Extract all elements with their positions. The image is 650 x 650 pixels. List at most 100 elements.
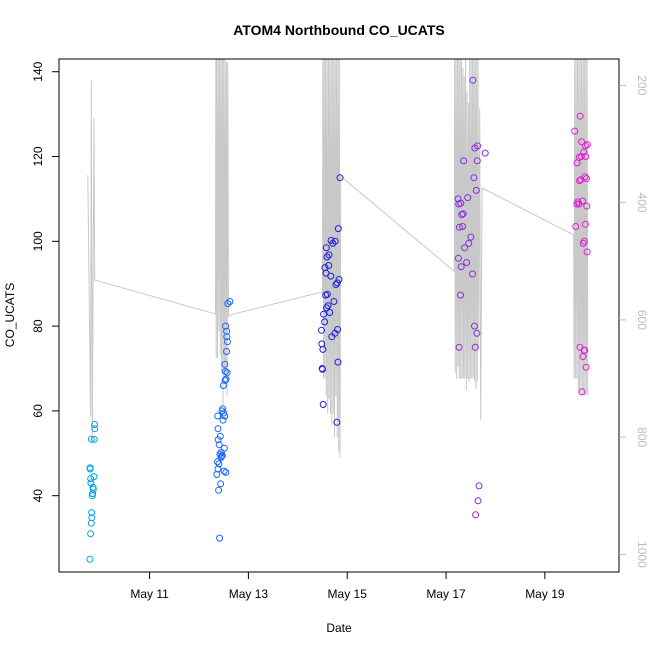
data-point: [221, 368, 229, 375]
data-point: [87, 530, 95, 538]
data-point: [472, 186, 480, 194]
data-point: [583, 248, 591, 256]
x-tick-label: May 11: [130, 587, 169, 601]
y2-tick-label: 400: [635, 193, 649, 213]
data-point: [579, 197, 587, 205]
data-point: [464, 194, 472, 202]
data-point: [459, 223, 466, 230]
data-point: [219, 416, 227, 424]
data-point: [224, 338, 231, 346]
data-point: [90, 473, 98, 481]
chart-title: ATOM4 Northbound CO_UCATS: [233, 22, 445, 38]
y-axis: 40 60 80 100 120 140: [31, 61, 59, 502]
y-tick-label: 80: [31, 319, 45, 333]
data-point: [327, 237, 335, 244]
data-point: [323, 290, 331, 298]
data-point: [336, 174, 344, 182]
data-point: [222, 322, 230, 330]
data-point: [222, 468, 230, 476]
data-point: [333, 279, 341, 287]
data-point: [455, 223, 463, 231]
data-point: [319, 365, 326, 373]
data-point: [457, 291, 464, 299]
data-point: [455, 343, 463, 351]
points-layer: [86, 76, 591, 563]
data-point: [213, 471, 221, 478]
data-point: [325, 262, 333, 269]
data-point: [87, 435, 95, 443]
data-point: [324, 302, 332, 310]
data-point: [574, 198, 582, 206]
data-point: [220, 409, 228, 417]
data-point: [86, 464, 94, 472]
pressure-line: [87, 59, 589, 458]
data-point: [318, 326, 325, 334]
data-point: [458, 211, 466, 219]
y-tick-label: 120: [31, 146, 45, 166]
data-point: [214, 465, 222, 473]
y2-tick-label: 800: [635, 427, 649, 447]
data-point: [330, 298, 338, 305]
x-axis: May 11 May 13 May 15 May 17 May 19: [130, 572, 565, 601]
y-tick-label: 60: [31, 404, 45, 418]
data-point: [457, 263, 465, 271]
data-point: [214, 412, 222, 420]
data-point: [580, 148, 588, 156]
data-point: [580, 237, 588, 245]
data-point: [216, 450, 224, 458]
data-point: [325, 251, 333, 259]
data-point: [474, 497, 482, 505]
data-point: [332, 281, 340, 289]
data-point: [88, 514, 96, 522]
data-point: [470, 174, 478, 182]
data-point: [576, 177, 583, 185]
y-tick-label: 40: [31, 489, 45, 503]
data-point: [323, 253, 331, 261]
data-point: [473, 157, 481, 165]
data-point: [472, 511, 480, 519]
data-point: [218, 452, 226, 460]
data-point: [216, 432, 224, 440]
data-point: [583, 141, 591, 149]
plot-frame: [58, 58, 620, 573]
x-tick-label: May 17: [426, 587, 466, 601]
data-point: [86, 555, 94, 563]
data-point: [220, 467, 228, 475]
data-point: [467, 233, 475, 241]
data-point: [221, 360, 229, 368]
data-point: [459, 210, 467, 218]
y-tick-label: 140: [31, 61, 45, 81]
data-point: [320, 310, 328, 318]
data-point: [465, 239, 473, 247]
pressure-line-layer: [87, 59, 589, 458]
data-point: [583, 202, 591, 210]
data-point: [334, 358, 342, 366]
data-point: [214, 436, 222, 444]
y-axis-label: CO_UCATS: [3, 283, 17, 347]
series-1: [86, 421, 99, 563]
x-tick-label: May 15: [328, 587, 368, 601]
data-point: [576, 112, 584, 120]
data-point: [321, 318, 329, 326]
data-point: [216, 534, 224, 542]
data-point: [223, 327, 231, 335]
data-point: [473, 329, 481, 337]
data-point: [469, 76, 477, 84]
data-point: [215, 486, 223, 494]
data-point: [582, 363, 590, 371]
data-point: [481, 149, 489, 157]
data-point: [88, 509, 96, 517]
data-point: [474, 142, 482, 150]
y-tick-label: 100: [31, 231, 45, 251]
data-point: [91, 421, 98, 428]
data-point: [89, 483, 97, 491]
series-5: [571, 112, 591, 396]
data-point: [460, 157, 468, 165]
data-point: [220, 444, 228, 452]
data-point: [457, 199, 465, 207]
data-point: [475, 482, 483, 490]
y2-tick-label: 1000: [635, 541, 649, 568]
series-4: [454, 76, 489, 519]
data-point: [90, 435, 98, 443]
data-point: [471, 322, 478, 330]
